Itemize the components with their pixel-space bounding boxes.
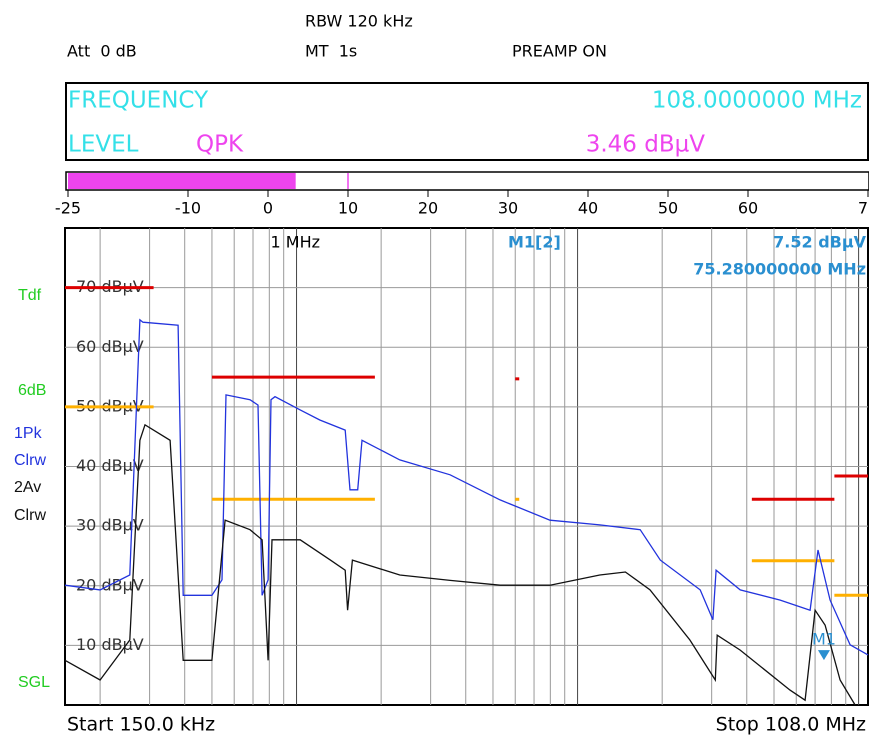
level-bar-fill: [68, 173, 296, 189]
level-tick-label: 30: [498, 199, 518, 218]
level-value: 3.46 dBµV: [586, 132, 706, 158]
att: Att 0 dB: [67, 42, 137, 61]
level-tick-label: 0: [263, 199, 273, 218]
side-label: 1Pk: [14, 425, 43, 442]
y-tick-label: 40 dBµV: [76, 456, 144, 475]
level-tick-label: 60: [738, 199, 758, 218]
preamp: PREAMP ON: [512, 42, 607, 61]
marker-value: 7.52 dBµV: [773, 233, 866, 252]
level-tick-label: 40: [578, 199, 598, 218]
side-label: 2Av: [14, 479, 41, 496]
marker-label: M1[2]: [508, 233, 561, 252]
level-tick-label: 75: [858, 199, 869, 218]
side-label: 6dB: [18, 382, 46, 399]
stop-label: Stop 108.0 MHz: [716, 714, 866, 736]
x-marker-label: 1 MHz: [271, 233, 321, 252]
readout-box: [65, 82, 869, 161]
frequency-label: FREQUENCY: [68, 88, 209, 114]
side-label: Clrw: [14, 452, 46, 469]
plot: -25 -10 0 10 20 30 40 50 60 75 Tdf 6dB 1Pk Clrw 2Av Clr…: [14, 173, 869, 706]
level-tick-label: 10: [338, 199, 358, 218]
side-label: Tdf: [18, 287, 42, 304]
level-label: LEVEL: [68, 132, 139, 158]
level-tick-label: -25: [55, 199, 81, 218]
start-label: Start 150.0 kHz: [67, 714, 215, 736]
frequency-value: 108.0000000 MHz: [652, 88, 862, 114]
side-label: SGL: [18, 674, 50, 691]
trace: [64, 318, 869, 656]
y-tick-label: 60 dBµV: [76, 337, 144, 356]
y-tick-label: 10 dBµV: [76, 635, 144, 654]
side-label: Clrw: [14, 507, 46, 524]
mt: MT 1s: [305, 42, 357, 61]
level-tick-label: 50: [658, 199, 678, 218]
detector: QPK: [196, 132, 244, 158]
marker-symbol: [817, 650, 830, 661]
marker-name: M1: [812, 630, 836, 649]
y-tick-label: 30 dBµV: [76, 516, 144, 535]
trace: [64, 423, 856, 706]
marker-frequency: 75.280000000 MHz: [693, 260, 866, 279]
level-tick-label: 20: [418, 199, 438, 218]
rbw: RBW 120 kHz: [305, 12, 413, 31]
level-tick-label: -10: [175, 199, 201, 218]
